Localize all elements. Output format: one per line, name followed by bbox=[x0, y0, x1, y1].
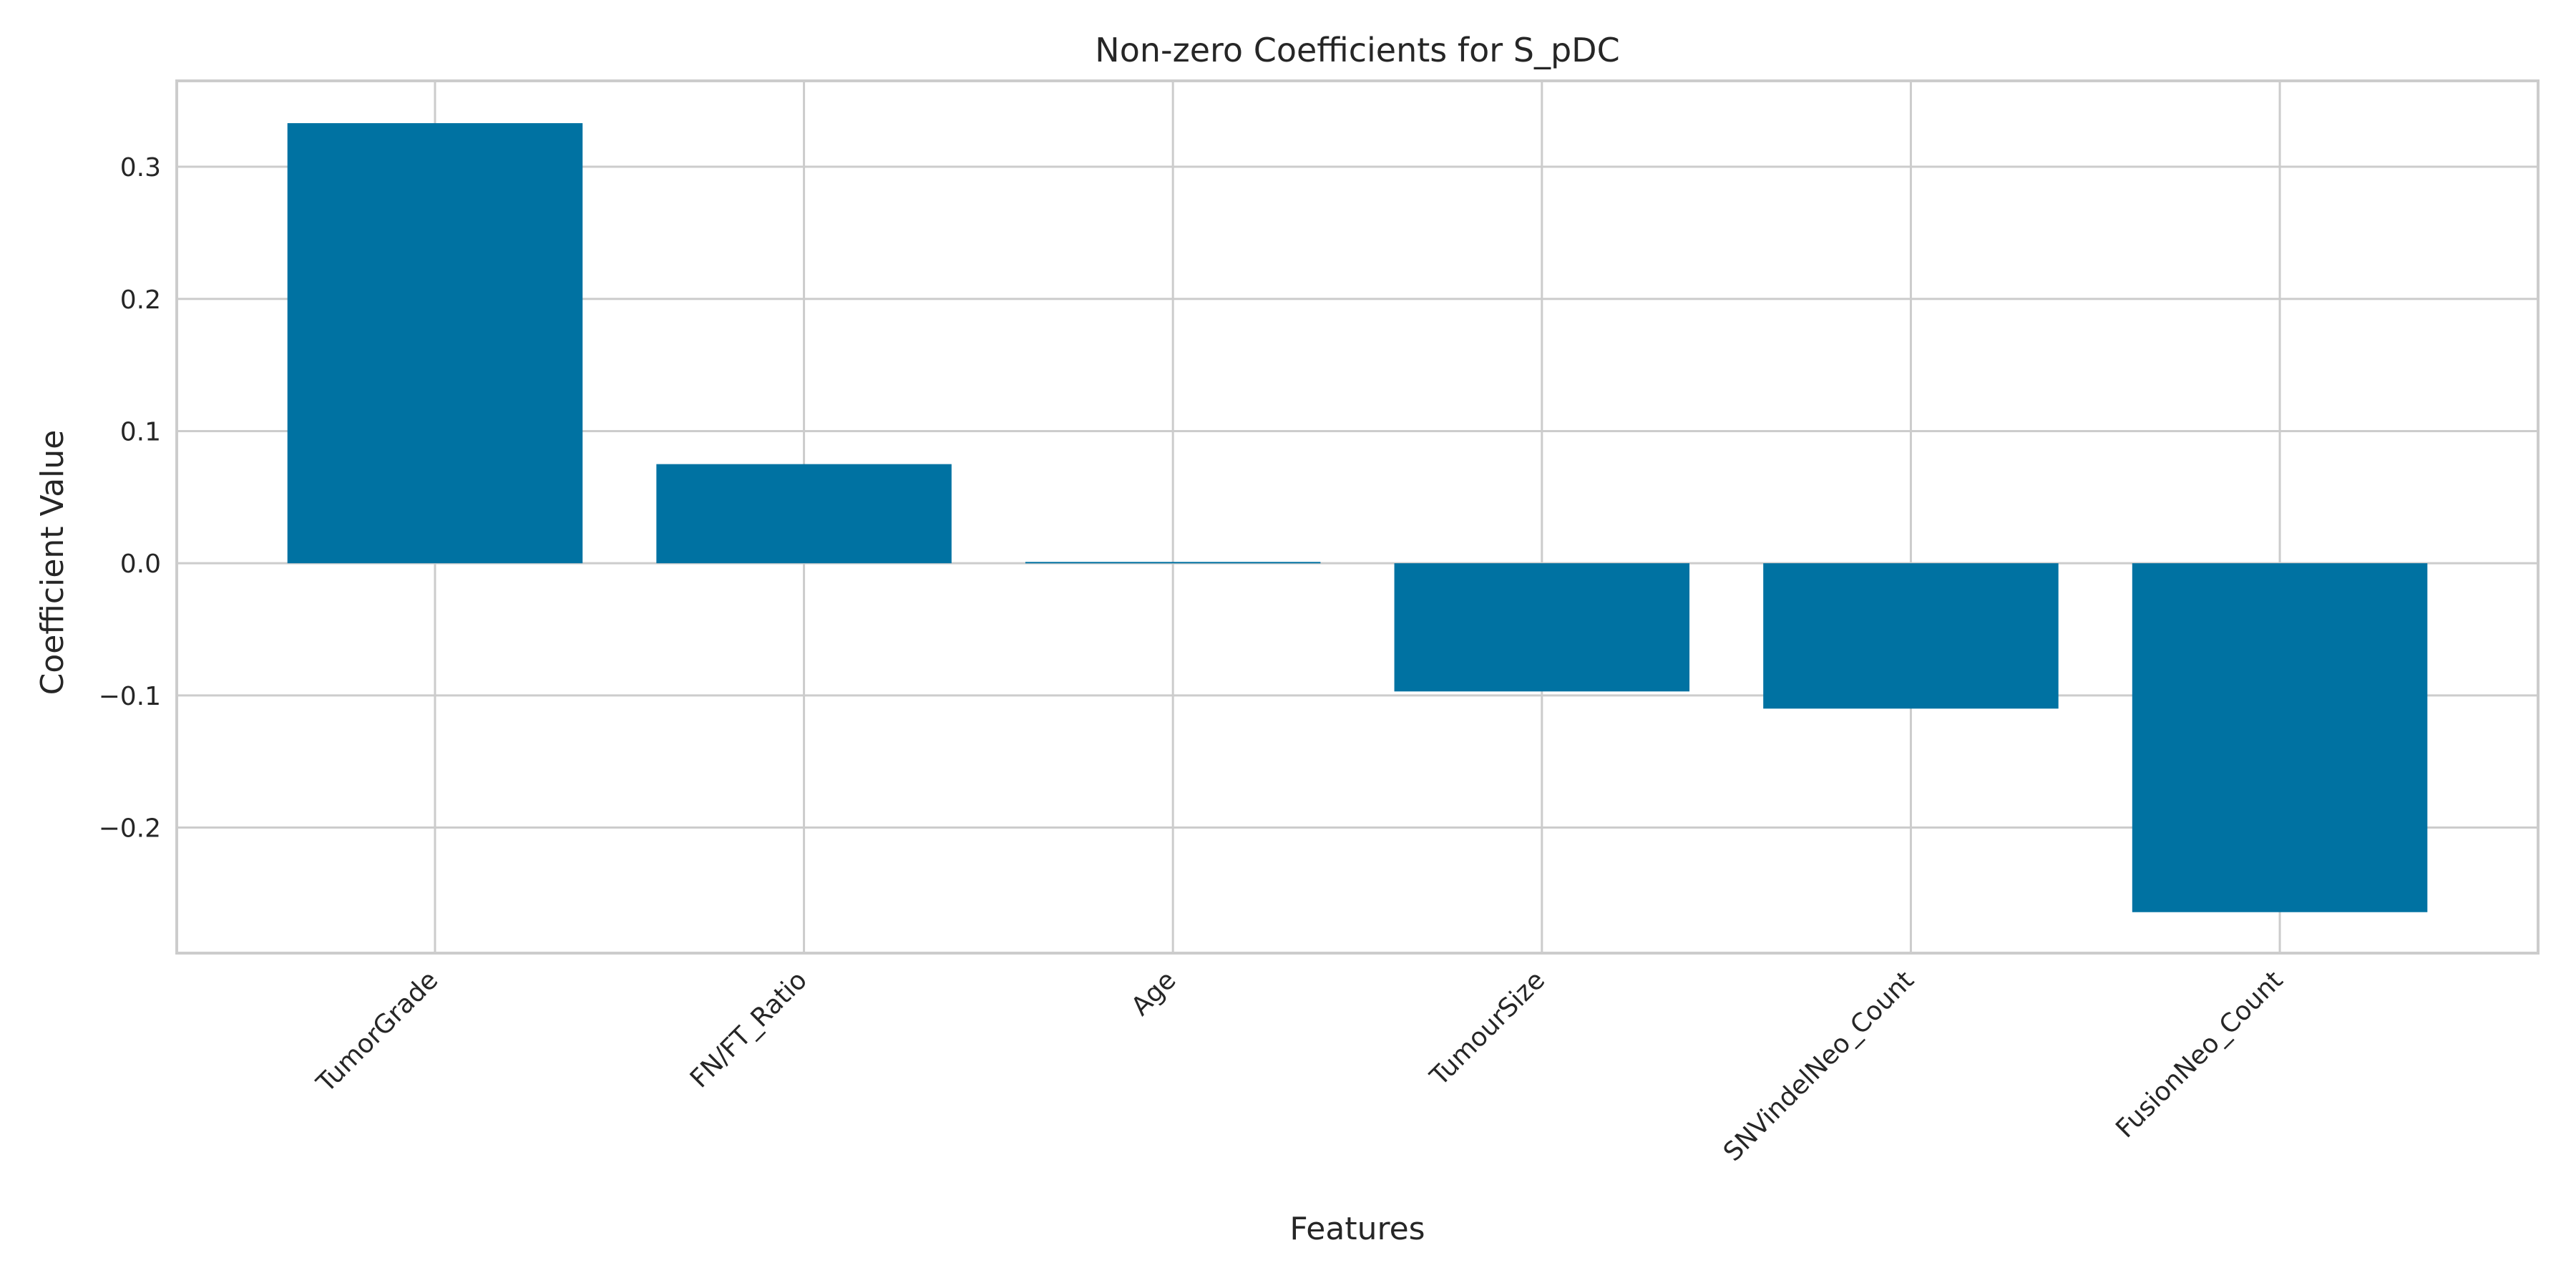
y-tick-labels: −0.2 −0.1 0.0 0.1 0.2 0.3 bbox=[99, 153, 161, 843]
plot-frame bbox=[175, 79, 2540, 955]
bar bbox=[1763, 563, 2059, 709]
x-tick-label: FN/FT_Ratio bbox=[685, 965, 813, 1093]
bar bbox=[287, 123, 583, 564]
chart-title: Non-zero Coefficients for S_pDC bbox=[1095, 31, 1619, 69]
x-tick-label: TumorGrade bbox=[311, 965, 444, 1098]
y-tick-label: 0.2 bbox=[120, 286, 161, 315]
y-axis-label: Coefficient Value bbox=[34, 430, 71, 696]
y-tick-label: −0.1 bbox=[99, 682, 161, 711]
bar bbox=[1394, 563, 1690, 692]
bar bbox=[656, 464, 952, 564]
x-tick-label: SNVindelNeo_Count bbox=[1718, 965, 1920, 1167]
y-tick-label: 0.3 bbox=[120, 153, 161, 182]
bar bbox=[2132, 563, 2428, 912]
x-tick-label: TumourSize bbox=[1424, 965, 1551, 1092]
x-axis-label: Features bbox=[1289, 1211, 1425, 1247]
x-tick-label: FusionNeo_Count bbox=[2110, 965, 2288, 1143]
x-tick-labels: TumorGrade FN/FT_Ratio Age TumourSize SNVind… bbox=[311, 965, 2288, 1167]
bars-layer bbox=[287, 123, 2428, 912]
y-tick-label: 0.0 bbox=[120, 550, 161, 579]
y-tick-label: 0.1 bbox=[120, 417, 161, 447]
y-tick-label: −0.2 bbox=[99, 814, 161, 844]
x-tick-label: Age bbox=[1126, 965, 1181, 1021]
bar bbox=[1025, 562, 1321, 564]
